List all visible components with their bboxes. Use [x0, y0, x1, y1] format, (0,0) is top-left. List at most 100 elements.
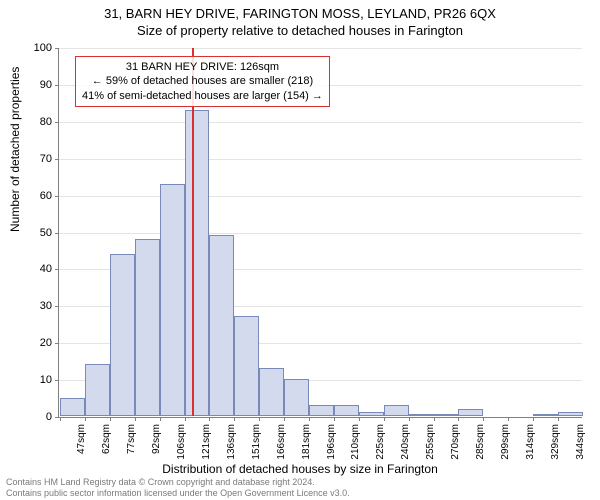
- xtick-mark: [508, 417, 509, 421]
- histogram-bar: [209, 235, 234, 416]
- ytick-mark: [55, 159, 59, 160]
- histogram-bar: [558, 412, 583, 416]
- ytick-mark: [55, 122, 59, 123]
- histogram-bar: [458, 409, 483, 416]
- xtick-mark: [533, 417, 534, 421]
- xtick-mark: [135, 417, 136, 421]
- info-box: 31 BARN HEY DRIVE: 126sqm← 59% of detach…: [75, 56, 330, 107]
- histogram-bar: [135, 239, 160, 416]
- xtick-mark: [458, 417, 459, 421]
- gridline: [59, 196, 582, 197]
- ytick-mark: [55, 417, 59, 418]
- xtick-mark: [409, 417, 410, 421]
- ytick-label: 30: [22, 300, 52, 312]
- gridline: [59, 159, 582, 160]
- xtick-label: 329sqm: [550, 424, 561, 460]
- gridline: [59, 233, 582, 234]
- histogram-bar: [384, 405, 409, 416]
- info-line-2: ← 59% of detached houses are smaller (21…: [82, 74, 323, 88]
- xtick-label: 270sqm: [450, 424, 461, 460]
- xtick-mark: [309, 417, 310, 421]
- xtick-mark: [234, 417, 235, 421]
- plot-region: 47sqm62sqm77sqm92sqm106sqm121sqm136sqm15…: [58, 48, 582, 418]
- gridline: [59, 122, 582, 123]
- ytick-label: 100: [22, 42, 52, 54]
- ytick-label: 80: [22, 116, 52, 128]
- ytick-mark: [55, 85, 59, 86]
- xtick-label: 240sqm: [400, 424, 411, 460]
- ytick-mark: [55, 196, 59, 197]
- histogram-bar: [259, 368, 284, 416]
- ytick-label: 10: [22, 374, 52, 386]
- chart-area: 47sqm62sqm77sqm92sqm106sqm121sqm136sqm15…: [58, 48, 582, 418]
- footer-line-1: Contains HM Land Registry data © Crown c…: [6, 477, 350, 487]
- footer-line-2: Contains public sector information licen…: [6, 488, 350, 498]
- x-axis-label: Distribution of detached houses by size …: [0, 462, 600, 476]
- xtick-mark: [558, 417, 559, 421]
- xtick-label: 136sqm: [226, 424, 237, 460]
- histogram-bar: [110, 254, 135, 416]
- xtick-label: 285sqm: [475, 424, 486, 460]
- ytick-mark: [55, 380, 59, 381]
- histogram-bar: [409, 414, 434, 416]
- histogram-bar: [309, 405, 334, 416]
- chart-container: 31, BARN HEY DRIVE, FARINGTON MOSS, LEYL…: [0, 0, 600, 500]
- xtick-mark: [483, 417, 484, 421]
- ytick-label: 90: [22, 79, 52, 91]
- ytick-mark: [55, 269, 59, 270]
- info-line-3: 41% of semi-detached houses are larger (…: [82, 89, 323, 103]
- histogram-bar: [185, 110, 210, 416]
- xtick-mark: [60, 417, 61, 421]
- ytick-label: 20: [22, 337, 52, 349]
- gridline: [59, 48, 582, 49]
- xtick-mark: [434, 417, 435, 421]
- xtick-label: 299sqm: [500, 424, 511, 460]
- xtick-label: 210sqm: [350, 424, 361, 460]
- xtick-label: 181sqm: [301, 424, 312, 460]
- histogram-bar: [234, 316, 259, 416]
- xtick-label: 314sqm: [525, 424, 536, 460]
- ytick-mark: [55, 233, 59, 234]
- ytick-label: 50: [22, 227, 52, 239]
- xtick-mark: [209, 417, 210, 421]
- xtick-label: 106sqm: [176, 424, 187, 460]
- page-title: 31, BARN HEY DRIVE, FARINGTON MOSS, LEYL…: [0, 0, 600, 21]
- xtick-mark: [110, 417, 111, 421]
- ytick-label: 60: [22, 190, 52, 202]
- xtick-mark: [284, 417, 285, 421]
- page-subtitle: Size of property relative to detached ho…: [0, 21, 600, 38]
- xtick-mark: [384, 417, 385, 421]
- histogram-bar: [160, 184, 185, 416]
- xtick-mark: [160, 417, 161, 421]
- ytick-mark: [55, 343, 59, 344]
- xtick-label: 196sqm: [326, 424, 337, 460]
- xtick-label: 225sqm: [375, 424, 386, 460]
- xtick-label: 255sqm: [425, 424, 436, 460]
- ytick-label: 0: [22, 411, 52, 423]
- xtick-label: 77sqm: [126, 424, 137, 454]
- xtick-label: 62sqm: [101, 424, 112, 454]
- ytick-mark: [55, 48, 59, 49]
- histogram-bar: [334, 405, 359, 416]
- xtick-label: 344sqm: [575, 424, 586, 460]
- y-axis-label: Number of detached properties: [8, 67, 22, 232]
- histogram-bar: [359, 412, 384, 416]
- histogram-bar: [533, 414, 558, 416]
- histogram-bar: [85, 364, 110, 416]
- xtick-label: 47sqm: [76, 424, 87, 454]
- xtick-label: 166sqm: [276, 424, 287, 460]
- footer-attribution: Contains HM Land Registry data © Crown c…: [6, 477, 350, 498]
- ytick-mark: [55, 306, 59, 307]
- xtick-mark: [85, 417, 86, 421]
- xtick-label: 151sqm: [251, 424, 262, 460]
- xtick-label: 92sqm: [151, 424, 162, 454]
- histogram-bar: [284, 379, 309, 416]
- xtick-mark: [259, 417, 260, 421]
- ytick-label: 70: [22, 153, 52, 165]
- xtick-mark: [334, 417, 335, 421]
- xtick-label: 121sqm: [201, 424, 212, 460]
- histogram-bar: [60, 398, 85, 416]
- xtick-mark: [185, 417, 186, 421]
- xtick-mark: [359, 417, 360, 421]
- ytick-label: 40: [22, 263, 52, 275]
